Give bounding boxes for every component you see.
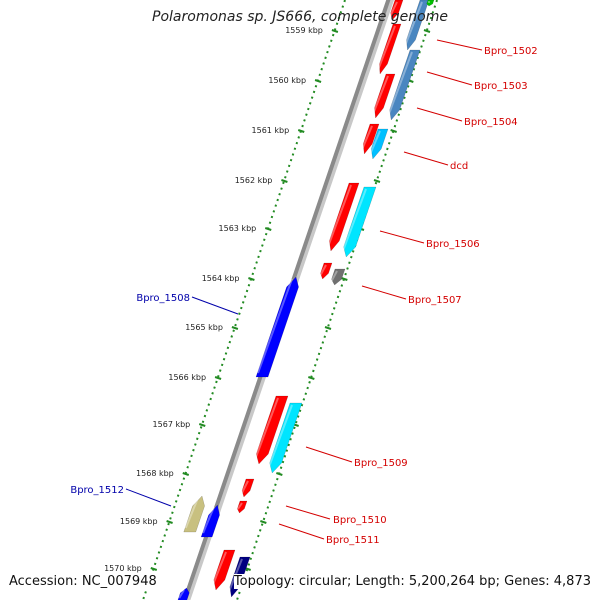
ruler-tick [373, 179, 381, 183]
gene-bpro-1504-a [362, 123, 380, 155]
ruler-tick [390, 129, 397, 133]
ruler-tick [264, 227, 272, 231]
label-leader-line [379, 230, 425, 244]
ruler-tick [281, 179, 288, 183]
ruler-tick [182, 472, 190, 476]
gene-bpro-1513 [213, 549, 236, 591]
gene-bpro-1512-a [183, 495, 205, 533]
gene-bpro-1507-a [320, 262, 333, 280]
label-leaders [125, 39, 483, 540]
genome-summary-text: Topology: circular; Length: 5,200,264 bp… [233, 574, 591, 589]
ruler-tick [166, 520, 173, 524]
label-leader-line [403, 151, 449, 166]
gene-label: Bpro_1511 [326, 535, 380, 546]
gene-bpro-1510 [241, 478, 255, 498]
ruler-tick [260, 520, 267, 524]
gene-label: Bpro_1509 [354, 458, 408, 469]
label-leader-line [361, 285, 407, 300]
gene-label: dcd [450, 161, 468, 172]
gene-label: Bpro_1502 [484, 46, 538, 57]
gene-bpro-1503 [374, 73, 396, 119]
gene-label: Bpro_1503 [474, 81, 528, 92]
ruler-tick-label: 1568 kbp [136, 469, 174, 478]
ruler-tick-label: 1565 kbp [185, 323, 223, 332]
gene-bpro-1509-b [269, 402, 303, 474]
ruler-tick [214, 376, 222, 380]
label-leader-line [305, 446, 353, 463]
ruler-tick [423, 29, 431, 33]
ruler-tick-label: 1567 kbp [153, 420, 191, 429]
gene-dcd [370, 128, 389, 160]
gene-bpro-1511 [237, 500, 248, 514]
label-leader-line [278, 523, 325, 540]
ruler-tick [276, 472, 283, 476]
ruler-tick [248, 277, 255, 281]
gene-bpro-1508 [255, 276, 299, 378]
outer-ruler [236, 0, 438, 600]
gene-label: Bpro_1504 [464, 117, 518, 128]
ruler-tick-label: 1564 kbp [202, 274, 240, 283]
gene-bpro-1506-a [329, 182, 360, 252]
label-leader-line [426, 71, 473, 86]
gene-label: Bpro_1507 [408, 295, 462, 306]
gene-bpro-1509-a [256, 395, 289, 465]
label-leader-line [285, 505, 331, 520]
ruler-tick [231, 326, 239, 330]
gene-bpro-1506-b [343, 186, 377, 258]
ruler-tick-label: 1569 kbp [120, 517, 158, 526]
gene-bpro-1502 [379, 23, 402, 75]
ruler-tick [341, 277, 348, 281]
gene-label: Bpro_1506 [426, 239, 480, 250]
ruler-tick [150, 567, 158, 571]
ruler-tick [324, 326, 332, 330]
gene-bpro-1501 [390, 0, 404, 21]
gene-bpro-1503-b [389, 49, 421, 121]
label-leader-line [436, 39, 483, 51]
ruler-tick-label: 1560 kbp [268, 76, 306, 85]
ruler-tick-label: 1559 kbp [285, 26, 323, 35]
ruler-tick-label: 1566 kbp [168, 373, 206, 382]
gene-label: Bpro_1510 [333, 515, 387, 526]
gene-label: Bpro_1512 [70, 485, 124, 496]
ruler-tick-label: 1563 kbp [219, 224, 257, 233]
ruler-tick [331, 29, 339, 33]
ruler-tick [314, 79, 322, 83]
ruler-tick [297, 129, 305, 133]
gene-features [177, 0, 435, 600]
ruler-tick-labels: 1559 kbp 1560 kbp 1561 kbp 1562 kbp 1563 kbp… [104, 26, 323, 573]
gene-bpro-1512-b [200, 504, 220, 538]
ruler-tick [198, 423, 206, 427]
label-leader-line [191, 296, 239, 315]
accession-text: Accession: NC_007948 [9, 574, 157, 589]
gene-label: Bpro_1508 [136, 293, 190, 304]
gene-steelblue-1 [406, 0, 430, 51]
ruler-tick-label: 1570 kbp [104, 564, 142, 573]
label-leader-line [125, 488, 172, 507]
ruler-tick-label: 1562 kbp [235, 176, 273, 185]
gene-green-1 [426, 0, 435, 7]
label-leader-line [416, 107, 463, 122]
gene-bpro-1507-b [331, 268, 346, 286]
map-title: Polaromonas sp. JS666, complete genome [152, 9, 448, 25]
gene-blue-bottom [177, 587, 190, 600]
ruler-tick-label: 1561 kbp [252, 126, 290, 135]
inner-ruler [142, 0, 346, 600]
ruler-tick [308, 376, 315, 380]
